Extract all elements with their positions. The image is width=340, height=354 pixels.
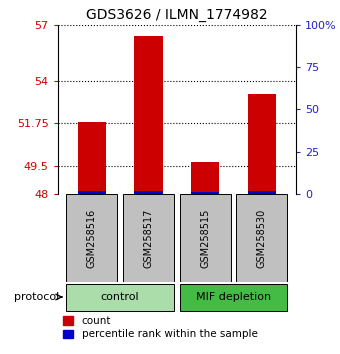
Bar <box>78 190 106 194</box>
Bar <box>248 190 276 194</box>
Text: MIF depletion: MIF depletion <box>196 292 271 302</box>
Bar <box>236 194 287 282</box>
Text: GSM258517: GSM258517 <box>143 209 153 268</box>
Bar <box>191 192 219 194</box>
Bar <box>134 190 163 194</box>
Bar <box>191 162 219 194</box>
Text: GSM258515: GSM258515 <box>200 209 210 268</box>
Bar <box>134 36 163 194</box>
Text: GSM258530: GSM258530 <box>257 209 267 268</box>
Bar <box>180 194 231 282</box>
Text: GSM258516: GSM258516 <box>87 209 97 268</box>
Bar <box>66 284 174 311</box>
Bar <box>248 94 276 194</box>
Title: GDS3626 / ILMN_1774982: GDS3626 / ILMN_1774982 <box>86 8 268 22</box>
Legend: count, percentile rank within the sample: count, percentile rank within the sample <box>63 316 258 339</box>
Text: protocol: protocol <box>14 292 59 302</box>
Bar <box>78 122 106 194</box>
Bar <box>123 194 174 282</box>
Bar <box>66 194 117 282</box>
Text: control: control <box>101 292 139 302</box>
Bar <box>180 284 287 311</box>
